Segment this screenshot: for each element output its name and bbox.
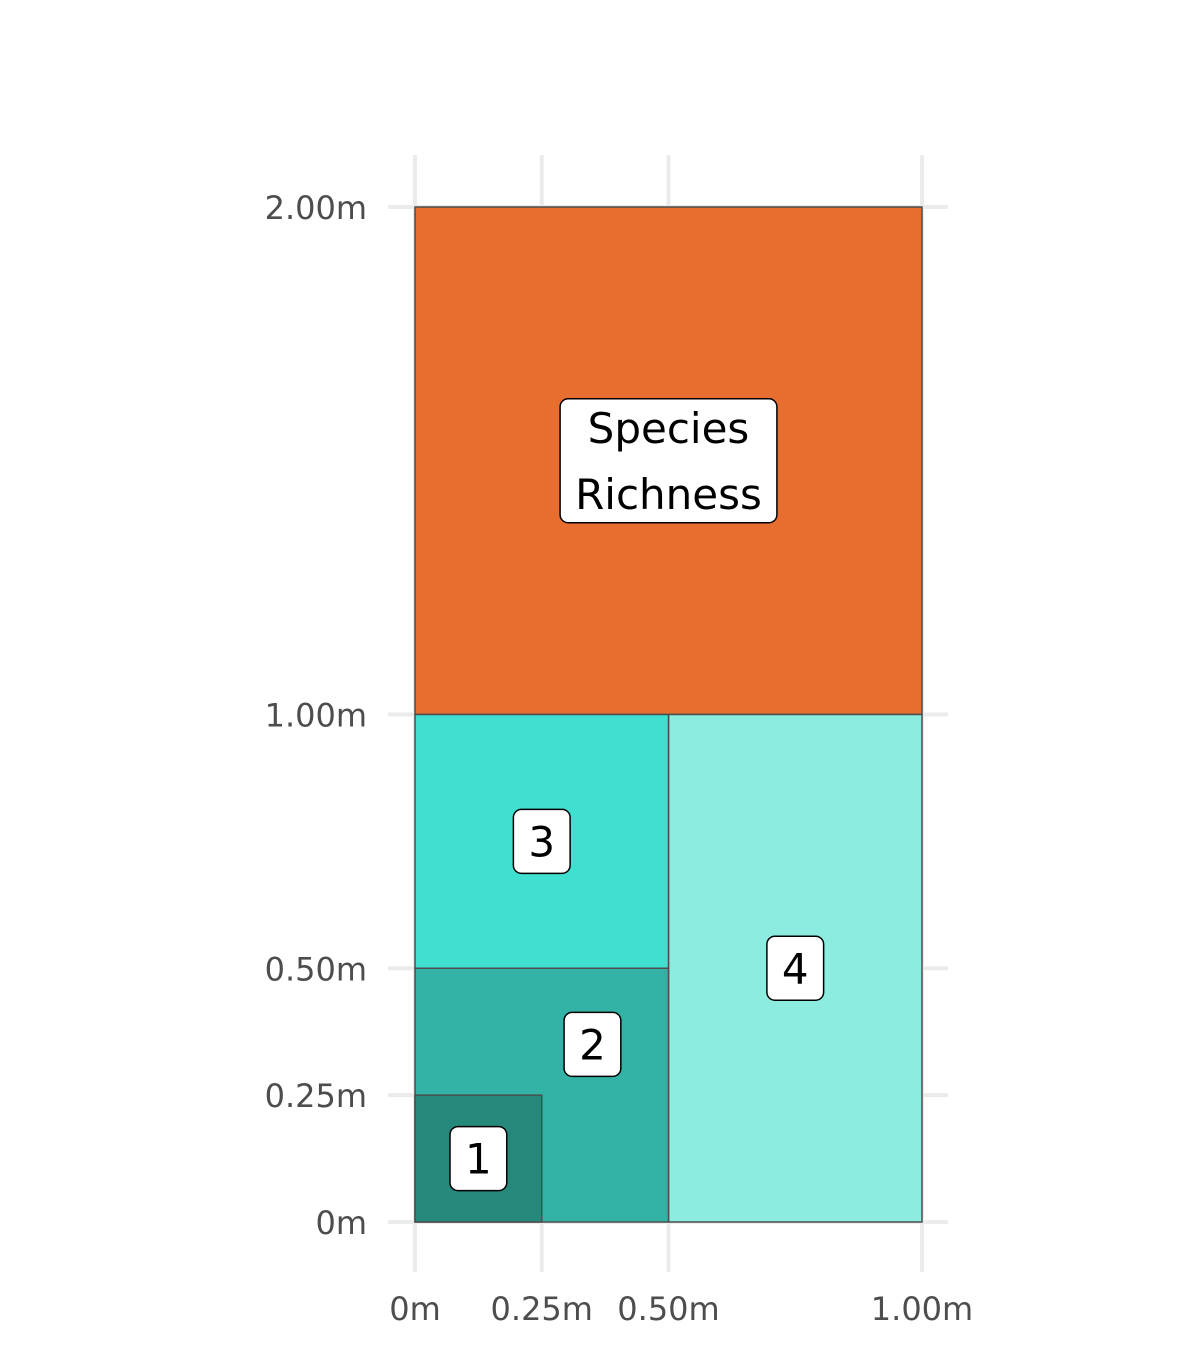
- rect-label-text: 2: [579, 1020, 606, 1069]
- rect-label-box: [559, 398, 778, 524]
- rect-label: 2: [563, 1011, 622, 1078]
- y-tick-label: 2.00m: [265, 189, 367, 227]
- x-tick-label: 0.25m: [491, 1290, 593, 1328]
- rect-label-text: 1: [465, 1135, 492, 1184]
- y-axis-ticks: 0m 0.25m 0.50m 1.00m 2.00m: [265, 189, 367, 1242]
- x-tick-label: 0m: [389, 1290, 441, 1328]
- y-tick-label: 1.00m: [265, 697, 367, 735]
- rect-label-box: [512, 808, 571, 875]
- rect-label: 4: [766, 935, 825, 1001]
- x-tick-label: 1.00m: [871, 1290, 973, 1328]
- rect-label-box: [563, 1011, 622, 1078]
- plot-rectangles: [414, 206, 923, 1223]
- y-tick-label: 0.25m: [265, 1077, 367, 1115]
- rect-label: 1: [449, 1125, 508, 1192]
- y-tick-label: 0.50m: [265, 950, 367, 988]
- rect-label: 3: [512, 808, 571, 875]
- rect-label-text: 4: [782, 944, 809, 993]
- rect-label-text: Richness: [575, 470, 762, 519]
- rect-label: Species Richness: [559, 398, 778, 524]
- x-axis-ticks: 0m 0.25m 0.50m 1.00m: [389, 1290, 973, 1328]
- rect-label-box: [766, 935, 825, 1001]
- area-rect: [414, 1094, 543, 1223]
- y-tick-label: 0m: [315, 1204, 367, 1242]
- x-tick-label: 0.50m: [617, 1290, 719, 1328]
- area-rect: [414, 206, 923, 716]
- rect-label-text: Species: [588, 404, 750, 453]
- rect-label-text: 3: [528, 817, 555, 866]
- rect-label-box: [449, 1125, 508, 1192]
- rect-labels: Species Richness 4 3 2 1: [449, 398, 825, 1192]
